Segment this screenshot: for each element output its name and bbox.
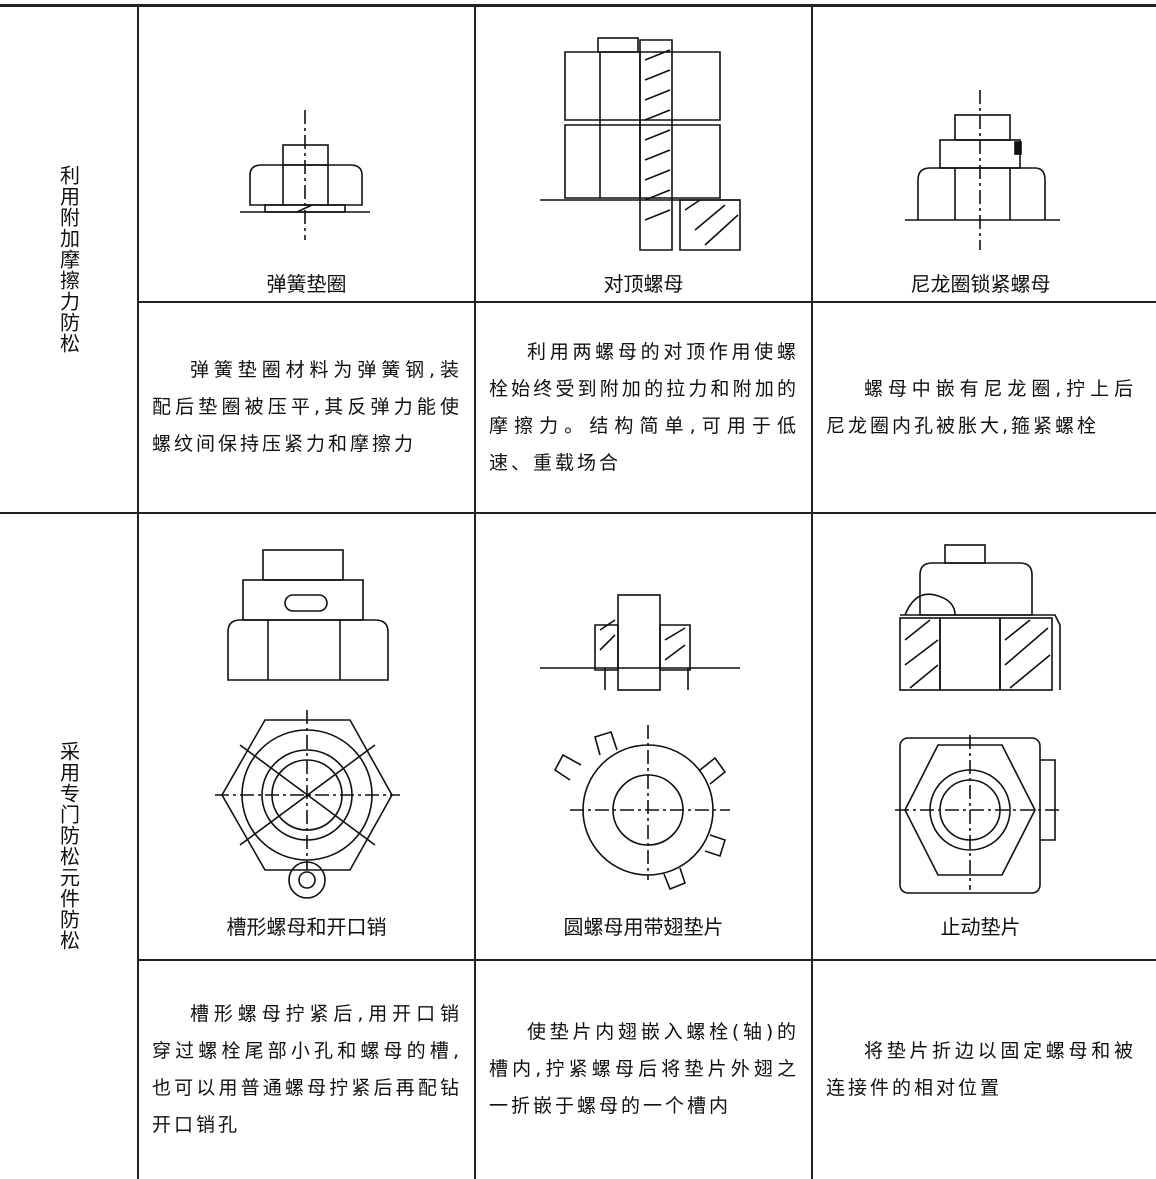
caption: 槽形螺母和开口销: [226, 915, 387, 939]
drawing-tab-washer: [540, 594, 740, 891]
desc-cell: 弹簧垫圈材料为弹簧钢,装配后垫圈被压平,其反弹力能使螺纹间保持压紧力和摩擦力: [138, 302, 475, 513]
desc-cell: 螺母中嵌有尼龙圈,拧上后尼龙圈内孔被胀大,箍紧螺栓: [812, 302, 1149, 513]
col-divider: [811, 5, 813, 1179]
group-label-cell: 采用专门防松元件防松: [0, 513, 138, 1179]
description: 弹簧垫圈材料为弹簧钢,装配后垫圈被压平,其反弹力能使螺纹间保持压紧力和摩擦力: [152, 359, 462, 455]
drawing-spring-washer: [240, 110, 370, 240]
group-label: 采用专门防松元件防松: [56, 741, 81, 951]
drawing-nylon-nut: [905, 90, 1060, 250]
desc-cell: 使垫片内翅嵌入螺栓(轴)的槽内,拧紧螺母后将垫片外翅之一折嵌于螺母的一个槽内: [475, 960, 812, 1179]
col-divider: [474, 5, 476, 1179]
description: 槽形螺母拧紧后,用开口销穿过螺栓尾部小孔和螺母的槽,也可以用普通螺母拧紧后再配钻…: [152, 1002, 462, 1136]
caption: 尼龙圈锁紧螺母: [910, 272, 1051, 296]
col-divider: [137, 5, 139, 1179]
desc-cell: 槽形螺母拧紧后,用开口销穿过螺栓尾部小孔和螺母的槽,也可以用普通螺母拧紧后再配钻…: [138, 960, 475, 1179]
row-divider: [138, 959, 1156, 961]
group-divider: [0, 512, 1156, 514]
description: 螺母中嵌有尼龙圈,拧上后尼龙圈内孔被胀大,箍紧螺栓: [826, 377, 1136, 437]
group-label-cell: 利用附加摩擦力防松: [0, 5, 138, 513]
caption: 圆螺母用带翅垫片: [563, 915, 724, 939]
drawing-lock-washer: [895, 544, 1061, 894]
drawing-castle-nut: [215, 549, 400, 899]
group-label: 利用附加摩擦力防松: [56, 164, 81, 354]
caption: 对顶螺母: [603, 272, 684, 296]
description: 将垫片折边以固定螺母和被连接件的相对位置: [826, 1039, 1136, 1099]
desc-cell: 利用两螺母的对顶作用使螺栓始终受到附加的拉力和附加的摩擦力。结构简单,可用于低速…: [475, 302, 812, 513]
drawing-jam-nuts: [540, 37, 741, 251]
caption: 止动垫片: [940, 915, 1021, 939]
caption: 弹簧垫圈: [266, 272, 347, 296]
desc-cell: 将垫片折边以固定螺母和被连接件的相对位置: [812, 960, 1149, 1179]
description: 利用两螺母的对顶作用使螺栓始终受到附加的拉力和附加的摩擦力。结构简单,可用于低速…: [489, 340, 799, 474]
description: 使垫片内翅嵌入螺栓(轴)的槽内,拧紧螺母后将垫片外翅之一折嵌于螺母的一个槽内: [489, 1021, 799, 1117]
row-divider: [138, 301, 1156, 303]
top-rule: [0, 4, 1156, 7]
